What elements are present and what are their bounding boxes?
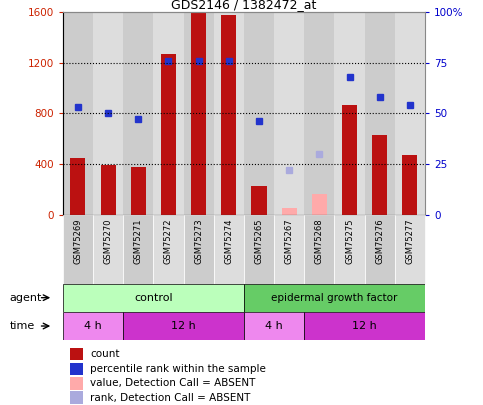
Bar [71, 158, 85, 215]
Text: count: count [90, 349, 120, 359]
Text: GSM75271: GSM75271 [134, 218, 143, 264]
Text: epidermal growth factor: epidermal growth factor [271, 293, 398, 303]
Bar [304, 215, 334, 284]
Bar [63, 215, 93, 284]
Bar [93, 12, 123, 215]
Bar [365, 12, 395, 215]
Bar [100, 165, 115, 215]
Text: percentile rank within the sample: percentile rank within the sample [90, 364, 266, 374]
Text: 12 h: 12 h [171, 321, 196, 331]
Bar [304, 12, 334, 215]
Bar [244, 12, 274, 215]
Bar [282, 208, 297, 215]
Bar [334, 215, 365, 284]
Text: GSM75274: GSM75274 [224, 218, 233, 264]
Bar [70, 363, 83, 375]
Text: agent: agent [10, 293, 42, 303]
Text: GSM75269: GSM75269 [73, 218, 83, 264]
Bar [221, 15, 236, 215]
Bar [244, 215, 274, 284]
Bar [123, 12, 154, 215]
Text: GSM75268: GSM75268 [315, 218, 324, 264]
Bar [184, 12, 213, 215]
Bar [274, 215, 304, 284]
Text: 12 h: 12 h [352, 321, 377, 331]
Bar [70, 391, 83, 404]
Bar [161, 54, 176, 215]
Bar [365, 215, 395, 284]
Text: GSM75276: GSM75276 [375, 218, 384, 264]
Bar [123, 312, 244, 340]
Bar [213, 215, 244, 284]
Bar [70, 347, 83, 360]
Bar [244, 312, 304, 340]
Bar [252, 185, 267, 215]
Bar [63, 12, 93, 215]
Bar [63, 312, 123, 340]
Title: GDS2146 / 1382472_at: GDS2146 / 1382472_at [171, 0, 316, 11]
Text: GSM75277: GSM75277 [405, 218, 414, 264]
Bar [402, 155, 417, 215]
Bar [372, 135, 387, 215]
Bar [131, 167, 146, 215]
Bar [154, 215, 184, 284]
Text: GSM75267: GSM75267 [284, 218, 294, 264]
Text: rank, Detection Call = ABSENT: rank, Detection Call = ABSENT [90, 392, 251, 403]
Bar [63, 284, 244, 312]
Bar [154, 12, 184, 215]
Bar [244, 284, 425, 312]
Bar [184, 215, 213, 284]
Text: GSM75275: GSM75275 [345, 218, 354, 264]
Text: control: control [134, 293, 172, 303]
Bar [395, 215, 425, 284]
Text: value, Detection Call = ABSENT: value, Detection Call = ABSENT [90, 378, 256, 388]
Bar [395, 12, 425, 215]
Bar [304, 312, 425, 340]
Bar [70, 377, 83, 390]
Bar [93, 215, 123, 284]
Text: GSM75270: GSM75270 [103, 218, 113, 264]
Text: GSM75273: GSM75273 [194, 218, 203, 264]
Bar [191, 13, 206, 215]
Text: GSM75265: GSM75265 [255, 218, 264, 264]
Text: GSM75272: GSM75272 [164, 218, 173, 264]
Text: time: time [10, 321, 35, 331]
Bar [334, 12, 365, 215]
Text: 4 h: 4 h [265, 321, 283, 331]
Bar [312, 194, 327, 215]
Bar [213, 12, 244, 215]
Bar [342, 104, 357, 215]
Bar [123, 215, 154, 284]
Bar [274, 12, 304, 215]
Text: 4 h: 4 h [84, 321, 102, 331]
